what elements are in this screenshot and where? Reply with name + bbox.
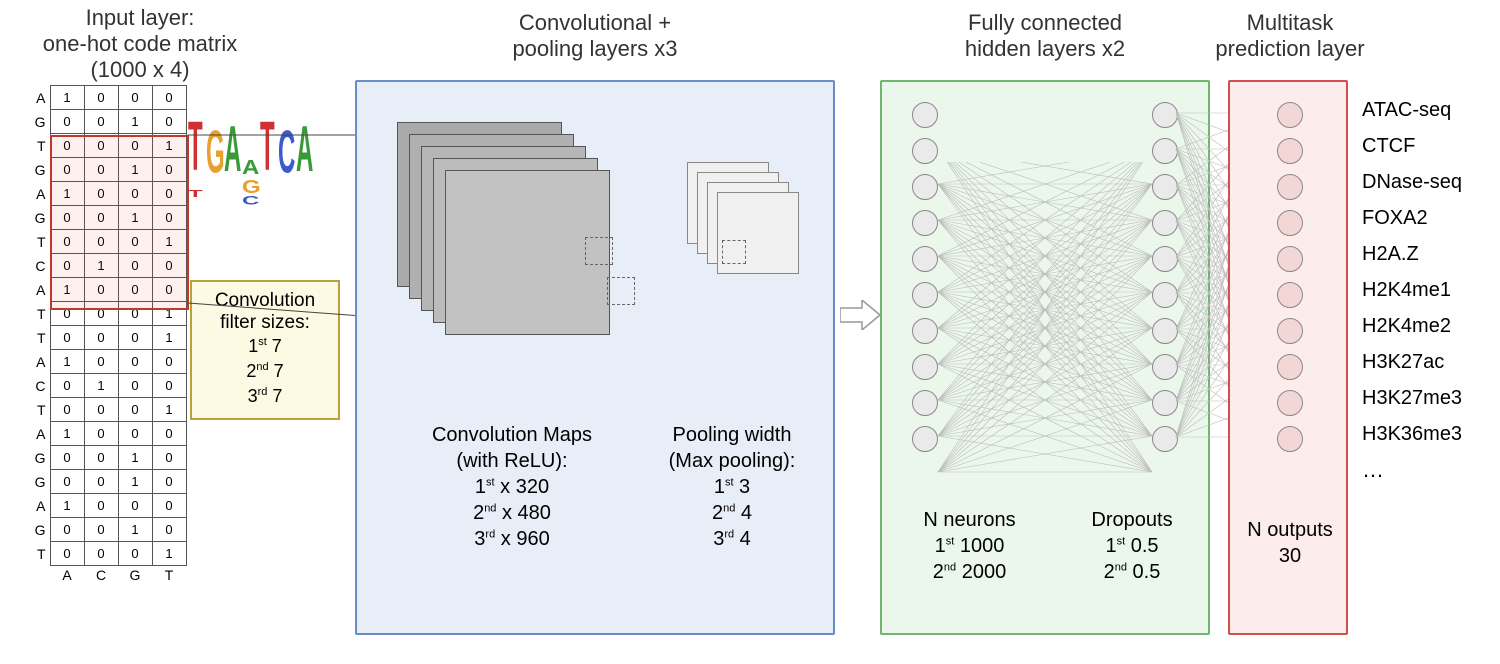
arrow-icon: [840, 300, 880, 330]
fc-title: Fully connected hidden layers x2: [925, 10, 1165, 62]
conv-maps-label: Convolution Maps (with ReLU): 1st x 3202…: [407, 422, 617, 552]
conv-panel: Convolution Maps (with ReLU): 1st x 3202…: [355, 80, 835, 635]
out-title: Multitask prediction layer: [1200, 10, 1380, 62]
output-labels: ATAC-seqCTCFDNase-seqFOXA2H2A.ZH2K4me1H2…: [1362, 92, 1462, 488]
filterbox-title: Convolution filter sizes:: [202, 290, 328, 334]
input-title: Input layer: one-hot code matrix (1000 x…: [35, 5, 245, 83]
onehot-matrix: A1000G0010T0001G0010A1000G0010T0001C0100…: [30, 85, 187, 584]
conv-filter-box: Convolution filter sizes: 1st 72nd 73rd …: [190, 280, 340, 420]
fc-dropout-label: Dropouts 1st 0.52nd 0.5: [1062, 507, 1202, 585]
conv-title: Convolutional + pooling layers x3: [440, 10, 750, 62]
pool-label: Pooling width (Max pooling): 1st 32nd 43…: [637, 422, 827, 552]
output-panel: N outputs 30: [1228, 80, 1348, 635]
fc-neurons-label: N neurons 1st 10002nd 2000: [892, 507, 1047, 585]
pool-dashed: [722, 240, 746, 264]
filterbox-lines: 1st 72nd 73rd 7: [202, 334, 328, 410]
motif-logo: TTGAAGCTCA: [188, 120, 328, 215]
fc-layer-2: [1152, 102, 1178, 462]
fc-panel: N neurons 1st 10002nd 2000 Dropouts 1st …: [880, 80, 1210, 635]
output-n-label: N outputs 30: [1230, 517, 1350, 569]
conv-dashed-1: [585, 237, 613, 265]
output-layer: [1277, 102, 1303, 462]
conv-dashed-2: [607, 277, 635, 305]
fc-layer-1: [912, 102, 938, 462]
diagram-container: Input layer: one-hot code matrix (1000 x…: [0, 0, 1500, 664]
